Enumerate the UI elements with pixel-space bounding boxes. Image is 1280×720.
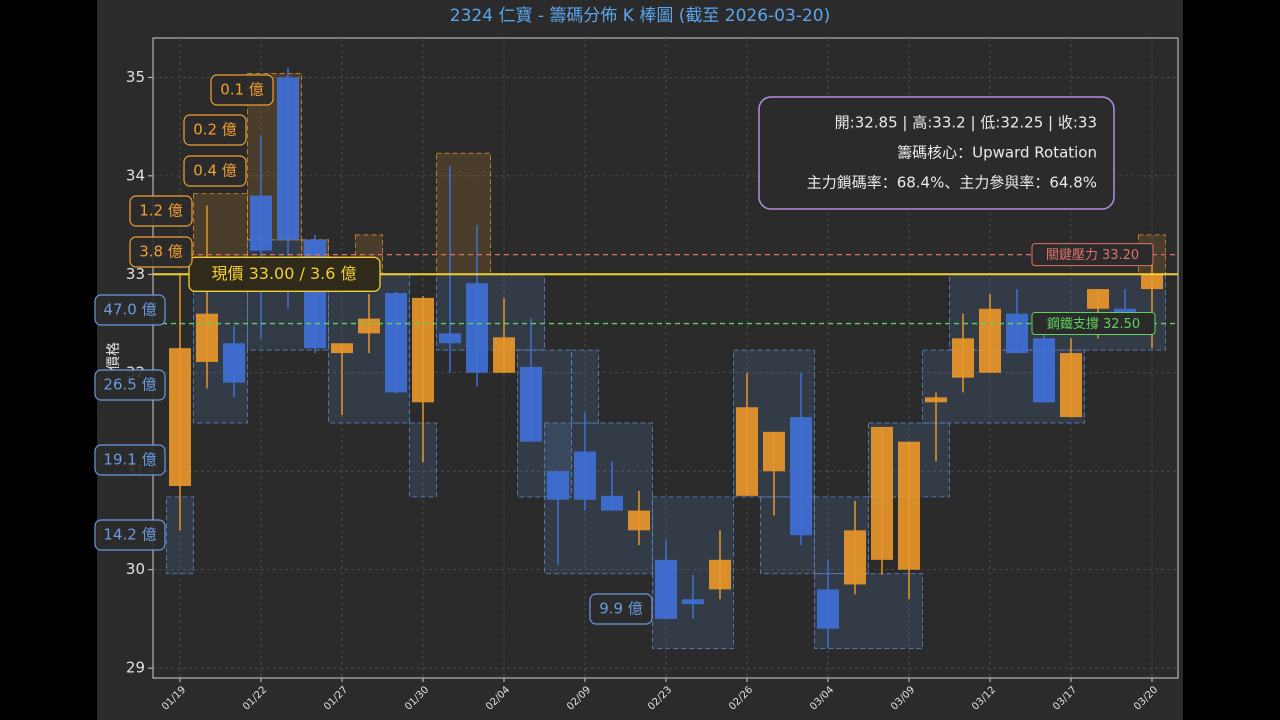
candle-body [223, 343, 245, 383]
candle-body [520, 366, 542, 442]
y-axis-label: 價格 [105, 342, 122, 370]
candle-body [385, 293, 407, 393]
y-tick-label: 30 [126, 560, 145, 578]
resistance-label-box [1031, 243, 1154, 267]
y-tick-label: 29 [126, 659, 145, 677]
candle-body [412, 297, 434, 403]
candle-body [358, 318, 380, 334]
candle-body [682, 599, 704, 605]
volume-label-box [129, 195, 193, 227]
info-line: 開:32.85 | 高:33.2 | 低:32.25 | 收:33 [835, 114, 1097, 132]
candle-body [1033, 338, 1055, 403]
volume-label: 47.0 億 [103, 301, 156, 319]
candle-body [574, 451, 596, 500]
volume-label: 26.5 億 [103, 376, 156, 394]
candle-body [169, 348, 191, 486]
info-line: 籌碼核心：Upward Rotation [897, 144, 1097, 162]
volume-label: 19.1 億 [103, 451, 156, 469]
candle-body [466, 283, 488, 373]
candle-body [277, 77, 299, 240]
info-box [758, 96, 1115, 210]
volume-label-box [129, 236, 193, 268]
candle-body [925, 397, 947, 403]
candle-body [709, 559, 731, 590]
volume-label: 0.2 億 [193, 121, 237, 139]
candle-body [898, 441, 920, 570]
candle-body [871, 426, 893, 560]
volume-label-box [94, 444, 166, 476]
candle-body [250, 195, 272, 251]
candle-body [439, 333, 461, 344]
volume-label: 0.4 億 [193, 162, 237, 180]
candle-body [979, 308, 1001, 373]
volume-label-box [589, 593, 653, 625]
y-tick-label: 33 [126, 265, 145, 283]
current-label: 現價 33.00 / 3.6 億 [212, 264, 357, 283]
candle-body [1087, 289, 1109, 309]
volume-label: 0.1 億 [220, 81, 264, 99]
candle-body [601, 495, 623, 511]
current-label-box [188, 256, 381, 292]
candle-body [1141, 274, 1163, 290]
candle-body [1114, 308, 1136, 314]
volume-label: 1.2 億 [139, 202, 183, 220]
candle-body [952, 338, 974, 378]
chart-title: 2324 仁寶 - 籌碼分佈 K 棒圖 (截至 2026-03-20) [450, 5, 830, 26]
volume-label-box [94, 294, 166, 326]
candle-body [655, 559, 677, 619]
candle-body [790, 417, 812, 536]
volume-label-box [183, 155, 247, 187]
candle-body [817, 589, 839, 629]
volume-label: 14.2 億 [103, 526, 156, 544]
chip-zone [571, 349, 599, 424]
candle-body [304, 239, 326, 349]
candle-body [196, 313, 218, 362]
volume-label: 3.8 億 [139, 243, 183, 261]
resistance-label: 關鍵壓力 33.20 [1046, 247, 1139, 263]
candle-body [844, 530, 866, 585]
candle-body [763, 431, 785, 472]
y-tick-label: 34 [126, 166, 145, 184]
chip-zone [436, 152, 491, 275]
info-line: 主力鎖碼率：68.4%、主力參與率：64.8% [807, 174, 1097, 192]
chip-zone [922, 349, 1085, 424]
candle-body [493, 337, 515, 373]
support-label-box [1031, 312, 1156, 336]
volume-label-box [183, 114, 247, 146]
candle-body [1006, 313, 1028, 354]
y-tick-label: 35 [126, 68, 145, 86]
candle-body [736, 407, 758, 496]
candle-body [331, 343, 353, 354]
candle-body [547, 471, 569, 500]
candle-body [628, 510, 650, 531]
volume-label-box [210, 74, 274, 106]
support-label: 鋼鐵支撐 32.50 [1047, 316, 1140, 332]
volume-label: 9.9 億 [599, 600, 643, 618]
volume-label-box [94, 369, 166, 401]
candle-body [1060, 353, 1082, 418]
volume-label-box [94, 519, 166, 551]
